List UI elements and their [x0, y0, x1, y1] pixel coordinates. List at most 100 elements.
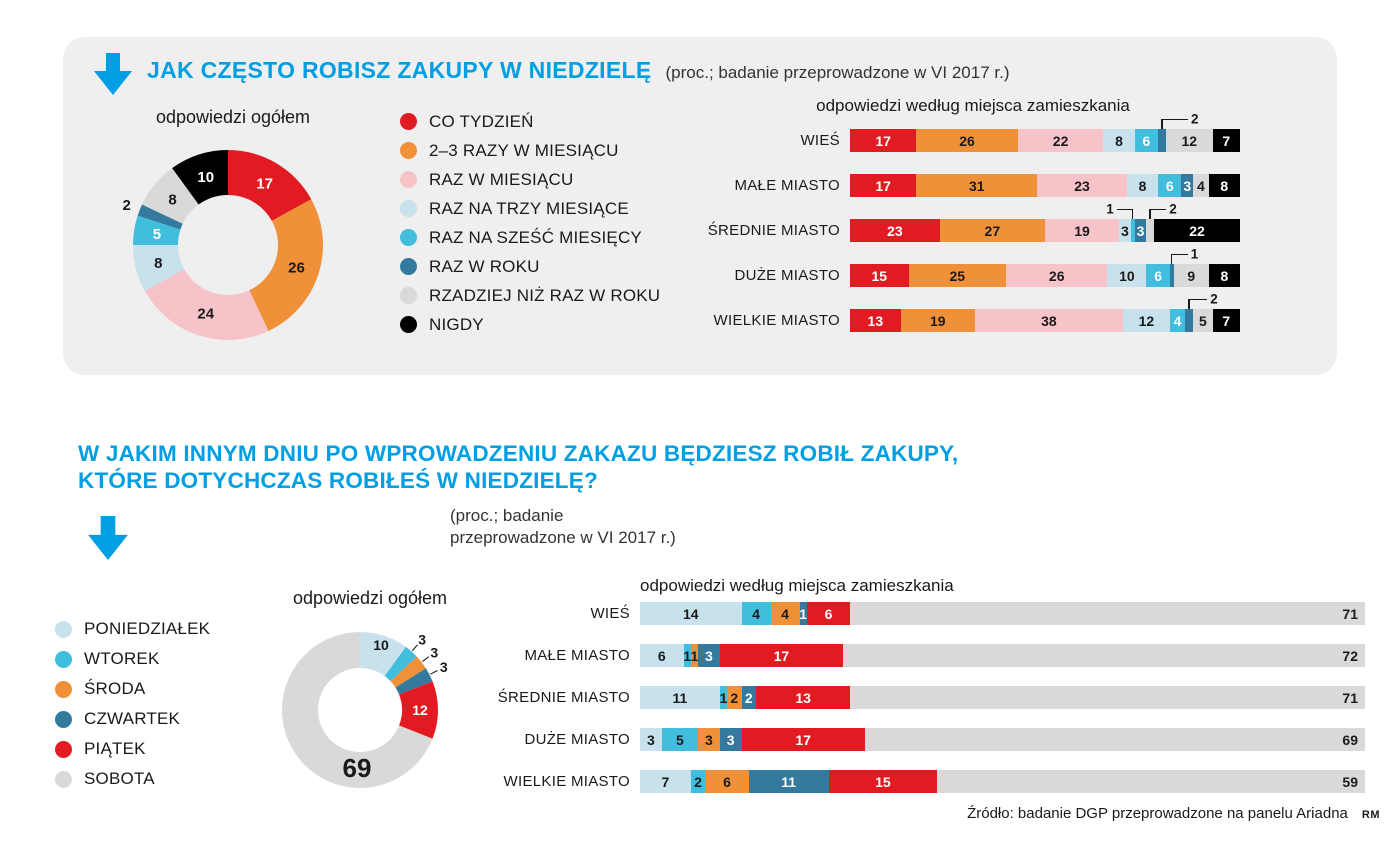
bar-value-label: 19	[929, 312, 946, 329]
bar-track: 15 25 26 10 6 9 8 1	[850, 247, 1240, 287]
bar-segment: 4	[741, 602, 771, 625]
bar-segment: 23	[850, 219, 940, 242]
bar-row-label: DUŻE MIASTO	[524, 731, 630, 748]
bar-row-label: MAŁE MIASTO	[524, 647, 630, 664]
callout-connector-line	[1161, 119, 1163, 129]
bar-segment: 4	[1169, 309, 1186, 332]
callout-connector-line	[1162, 118, 1188, 120]
legend-label: CO TYDZIEŃ	[429, 111, 534, 131]
bar-value-label: 6	[824, 605, 833, 622]
bar-value-label: 38	[1041, 312, 1057, 329]
bar-value-label: 8	[1115, 132, 1123, 149]
bar-value-label: 6	[1165, 177, 1174, 194]
legend-item: RZADZIEJ NIŻ RAZ W ROKU	[400, 281, 660, 310]
bar-row-label: MAŁE MIASTO	[734, 177, 840, 194]
bar-track: 17 31 23 8 6 3 4 8	[850, 174, 1240, 197]
legend-label: PONIEDZIAŁEK	[84, 619, 211, 638]
bar-segment: 17	[741, 728, 865, 751]
donut-slice	[144, 269, 269, 340]
bar-segment: 3	[719, 728, 742, 751]
bar-value-label: 22	[1189, 222, 1205, 239]
bar-segment: 72	[843, 644, 1365, 667]
bar-value-label: 3	[704, 647, 713, 664]
label-leader-line	[430, 670, 438, 675]
bar-segment: 8	[1208, 174, 1240, 197]
bar-segment: 17	[850, 174, 917, 197]
bar-value-label: 15	[875, 773, 891, 790]
donut-value-label: 2	[122, 197, 130, 214]
bar-callout-value: 1	[1190, 246, 1199, 262]
donut-value-label: 3	[430, 644, 438, 660]
legend-item: PIĄTEK	[55, 734, 210, 764]
legend-label: ŚRODA	[84, 679, 146, 698]
legend-item: PONIEDZIAŁEK	[55, 614, 210, 644]
donut-slice	[172, 150, 228, 205]
credit-initials: RM	[1361, 809, 1380, 821]
bar-segment: 10	[1107, 264, 1147, 287]
bar-segment: 14	[640, 602, 742, 625]
bar-row: WIEŚ 17 26 22 8 6 12 7 2	[608, 112, 1240, 152]
bar-value-label: 71	[1342, 605, 1358, 622]
legend-label: RAZ NA TRZY MIESIĄCE	[429, 198, 629, 218]
legend-color-dot	[55, 650, 72, 668]
bar-value-label: 1	[719, 689, 728, 706]
legend-item: NIGDY	[400, 310, 660, 339]
bar-segment: 1	[799, 602, 807, 625]
bar-segment: 2	[741, 686, 756, 709]
bar-value-label: 4	[752, 605, 760, 622]
bar-row: DUŻE MIASTO 15 25 26 10 6 9 8 1	[608, 247, 1240, 287]
bar-segment: 3	[1181, 174, 1194, 197]
source-note: Źródło: badanie DGP przeprowadzone na pa…	[967, 805, 1348, 822]
bar-value-label: 3	[1136, 222, 1145, 239]
bar-segment: 59	[937, 770, 1365, 793]
label-leader-line	[422, 656, 430, 662]
bar-value-label: 8	[1138, 177, 1147, 194]
donut-value-label: 10	[373, 637, 389, 653]
callout-connector-line	[1131, 209, 1134, 219]
legend-label: RAZ NA SZEŚĆ MIESIĘCY	[429, 227, 642, 247]
legend-color-dot	[55, 740, 72, 758]
bar-row: ŚREDNIE MIASTO 23 27 19 3 3 22 1 2	[608, 202, 1240, 242]
bar-row: MAŁE MIASTO 17 31 23 8 6 3 4 8	[608, 174, 1240, 197]
bar-segment	[1185, 309, 1194, 332]
bar-value-label: 3	[646, 731, 655, 748]
bar-value-label: 7	[1222, 132, 1231, 149]
bar-segment: 71	[850, 686, 1365, 709]
bar-segment: 19	[1044, 219, 1120, 242]
bar-segment: 6	[1158, 174, 1182, 197]
footer: Źródło: badanie DGP przeprowadzone na pa…	[967, 805, 1380, 822]
callout-connector-line	[1150, 208, 1167, 210]
bar-value-label: 3	[1183, 177, 1192, 194]
bar-segment: 11	[748, 770, 829, 793]
bar-value-label: 1	[690, 647, 699, 664]
bar-value-label: 6	[657, 647, 666, 664]
bar-value-label: 2	[694, 773, 702, 790]
bar-segment: 7	[640, 770, 691, 793]
bar-value-label: 9	[1187, 267, 1196, 284]
bar-track: 13 19 38 12 4 5 7 2	[850, 292, 1240, 332]
bar-callout-value: 1	[1106, 201, 1114, 217]
bar-segment: 4	[770, 602, 800, 625]
bar-track: 14 4 4 1 6 71	[640, 602, 1365, 625]
bar-segment: 3	[698, 644, 720, 667]
bar-value-label: 26	[1048, 267, 1065, 284]
bar-value-label: 25	[949, 267, 966, 284]
donut-slice	[133, 245, 185, 291]
section1-title: JAK CZĘSTO ROBISZ ZAKUPY W NIEDZIELĘ	[147, 57, 652, 83]
bar-value-label: 3	[704, 731, 713, 748]
donut-slice	[282, 632, 433, 788]
bar-value-label: 12	[1138, 312, 1155, 329]
bar-value-label: 3	[726, 731, 735, 748]
legend-color-dot	[55, 620, 72, 638]
bar-value-label: 22	[1052, 132, 1069, 149]
legend-item: RAZ NA TRZY MIESIĄCE	[400, 194, 660, 223]
donut-slice	[384, 646, 417, 682]
bar-track: 6 1 1 3 17 72	[640, 644, 1365, 667]
bar-value-label: 23	[1074, 177, 1090, 194]
bar-value-label: 26	[959, 132, 975, 149]
section-sunday-frequency: JAK CZĘSTO ROBISZ ZAKUPY W NIEDZIELĘ (pr…	[63, 37, 1337, 375]
bar-segment: 25	[908, 264, 1006, 287]
bar-segment	[1158, 129, 1166, 152]
bar-row-label: WIEŚ	[800, 132, 840, 149]
